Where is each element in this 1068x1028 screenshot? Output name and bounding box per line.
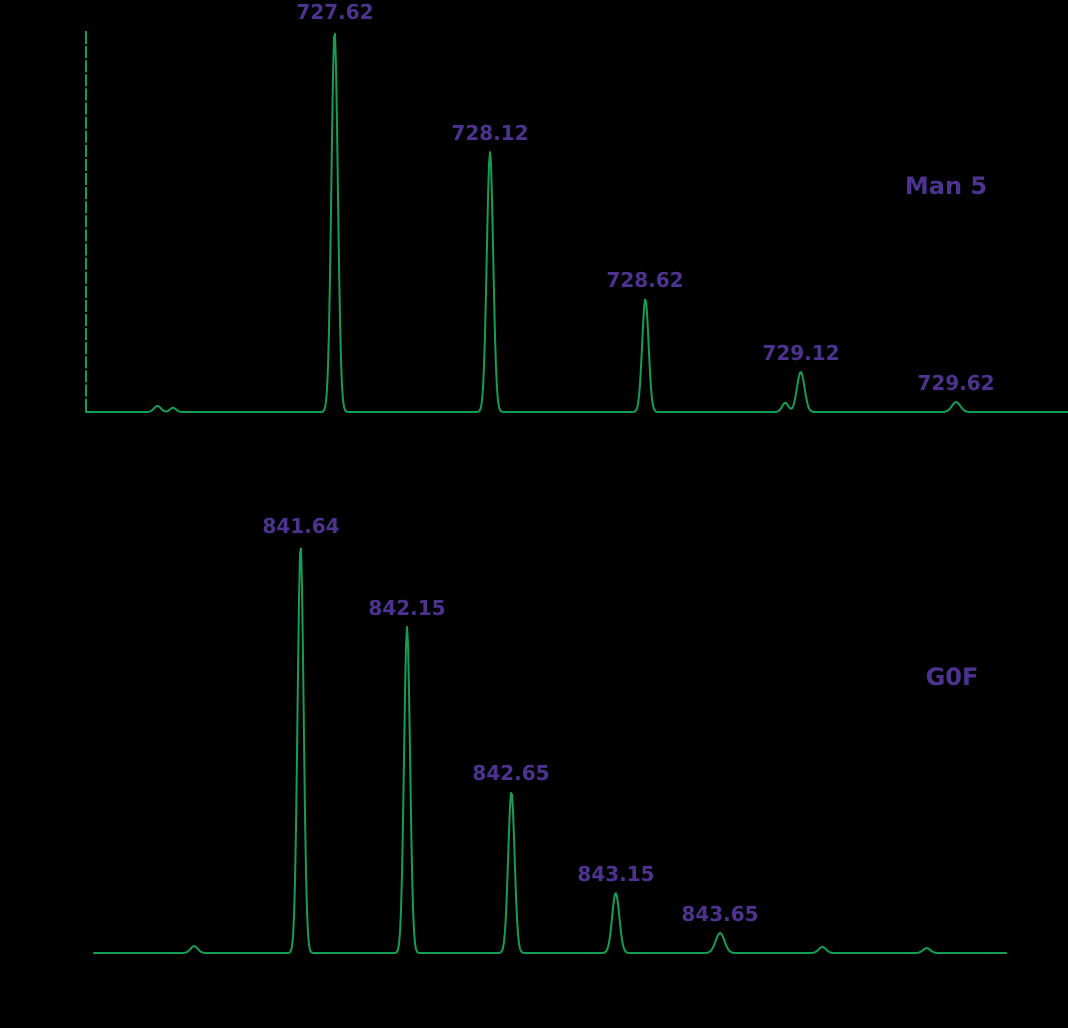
peak-label: 727.62 [296,0,373,24]
panel-title-man5: Man 5 [905,172,987,200]
peak-label: 842.15 [368,596,445,620]
y-axis-tick [84,199,88,202]
y-axis-tick [84,297,88,300]
y-axis-tick [84,171,88,173]
panel-title-g0f: G0F [926,663,979,691]
peak-labels-g0f: 841.64 842.15 842.65 843.15 843.65 [262,514,758,926]
y-axis-tick [84,58,88,61]
peak-label: 843.65 [681,902,758,926]
peak-label: 842.65 [472,761,549,785]
spectrum-trace-man5 [85,32,1068,413]
y-axis-tick [84,340,88,343]
y-axis-tick [84,72,88,75]
peak-label: 728.12 [451,121,528,145]
y-axis-tick [84,185,88,188]
y-axis-tick [84,326,88,329]
y-axis-tick [84,128,88,131]
peak-label: 728.62 [606,268,683,292]
y-axis-tick [84,255,88,258]
y-axis-tick [84,368,88,371]
y-axis-tick [84,86,88,89]
y-axis-tick [84,142,88,145]
y-axis-tick [84,156,88,159]
y-axis [84,31,88,412]
y-axis-tick [84,269,88,272]
y-axis-tick [84,241,88,244]
peak-label: 841.64 [262,514,339,538]
peak-label: 729.62 [917,371,994,395]
y-axis-tick [84,354,88,357]
y-axis-tick [84,382,88,385]
y-axis-tick [84,114,88,117]
y-axis-tick [84,213,88,216]
y-axis-tick [84,44,88,47]
y-axis-tick [84,312,88,314]
y-axis-tick [84,396,88,399]
y-axis-tick [84,283,88,286]
peak-label: 843.15 [577,862,654,886]
spectrum-panel-man5: 727.62 728.12 728.62 729.12 729.62 Man 5 [84,0,1068,413]
peak-label: 729.12 [762,341,839,365]
spectrum-trace-g0f [93,547,1007,954]
y-axis-tick [84,100,88,103]
y-axis-tick [84,227,88,230]
spectrum-panel-g0f: 841.64 842.15 842.65 843.15 843.65 G0F [93,514,1007,954]
peak-labels-man5: 727.62 728.12 728.62 729.12 729.62 [296,0,994,395]
